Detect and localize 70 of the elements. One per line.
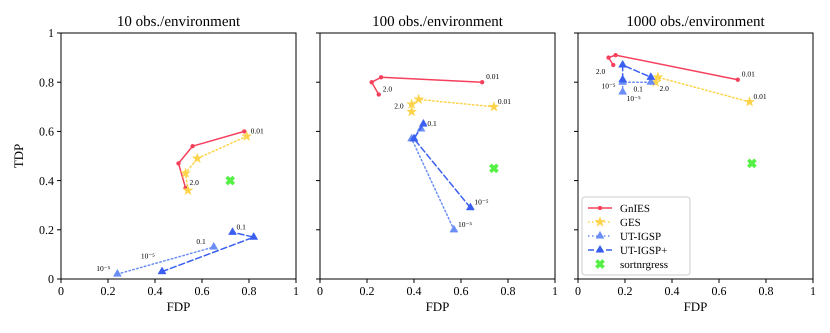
- point: [488, 101, 500, 112]
- point: [419, 119, 428, 127]
- point: [611, 62, 616, 68]
- x-tick-label: 0.4: [664, 284, 680, 298]
- point: [369, 80, 374, 84]
- point: [242, 129, 247, 134]
- x-tick-label: 0.8: [242, 284, 256, 298]
- point: [450, 224, 458, 232]
- point: [176, 161, 181, 166]
- point: [180, 168, 191, 178]
- legend-label: UT-IGSP+: [620, 244, 668, 257]
- y-tick-label: 0.4: [39, 174, 54, 188]
- chart-title: 1000 obs./environment: [626, 14, 766, 30]
- x-axis-title: FDP: [426, 299, 450, 314]
- x-tick-label: 0.4: [148, 284, 162, 298]
- legend-label: UT-IGSP: [620, 230, 662, 243]
- x-tick-label: 0.2: [100, 284, 116, 298]
- x-tick-label: 0.8: [758, 284, 774, 298]
- point: [241, 130, 252, 141]
- x-tick-label: 1: [293, 284, 299, 298]
- point: [489, 164, 499, 174]
- x-tick-label: 0: [317, 284, 323, 298]
- legend-label: GnIES: [620, 202, 650, 215]
- point: [406, 106, 417, 116]
- point: [182, 185, 194, 195]
- point: [406, 98, 417, 109]
- x-tick-label: 0.6: [454, 284, 468, 298]
- y-axis-title: TDP: [11, 144, 26, 168]
- point: [378, 75, 384, 80]
- x-tick-label: 1: [552, 284, 558, 298]
- legend-label: sortnrgress: [620, 258, 668, 271]
- point: [249, 232, 258, 240]
- x-axis-title: FDP: [166, 299, 190, 314]
- point: [414, 94, 424, 104]
- x-tick-label: 0: [58, 284, 64, 298]
- x-tick-label: 0.6: [712, 284, 726, 298]
- point: [606, 55, 611, 60]
- point: [736, 78, 740, 82]
- point: [744, 96, 755, 106]
- point: [410, 134, 418, 142]
- point: [480, 80, 484, 84]
- point: [158, 266, 166, 274]
- point: [646, 72, 656, 80]
- x-axis-title: FDP: [684, 299, 708, 314]
- point: [618, 74, 627, 82]
- point: [747, 158, 757, 168]
- y-tick-label: 0.6: [39, 124, 54, 139]
- y-tick-label: 0.8: [39, 75, 54, 90]
- legend-label: GES: [620, 216, 641, 229]
- x-tick-label: 0: [575, 284, 581, 298]
- x-tick-label: 0.8: [500, 284, 516, 298]
- point: [618, 60, 627, 68]
- point: [376, 92, 381, 97]
- chart-title: 10 obs./environment: [116, 14, 241, 30]
- x-tick-label: 0.4: [406, 284, 422, 298]
- chart-title: 100 obs./environment: [372, 14, 504, 30]
- point: [190, 144, 195, 148]
- y-tick-label: 0.2: [39, 223, 54, 237]
- point: [225, 176, 235, 186]
- point: [618, 87, 627, 95]
- x-tick-label: 0.2: [360, 284, 374, 298]
- x-tick-label: 0.6: [194, 284, 210, 298]
- point: [466, 202, 475, 210]
- x-tick-label: 0.2: [618, 284, 632, 298]
- y-tick-label: 0: [48, 272, 54, 286]
- point: [613, 52, 618, 58]
- y-tick-label: 1: [48, 26, 54, 40]
- x-tick-label: 1: [810, 284, 816, 298]
- point: [192, 153, 202, 163]
- point: [228, 227, 237, 235]
